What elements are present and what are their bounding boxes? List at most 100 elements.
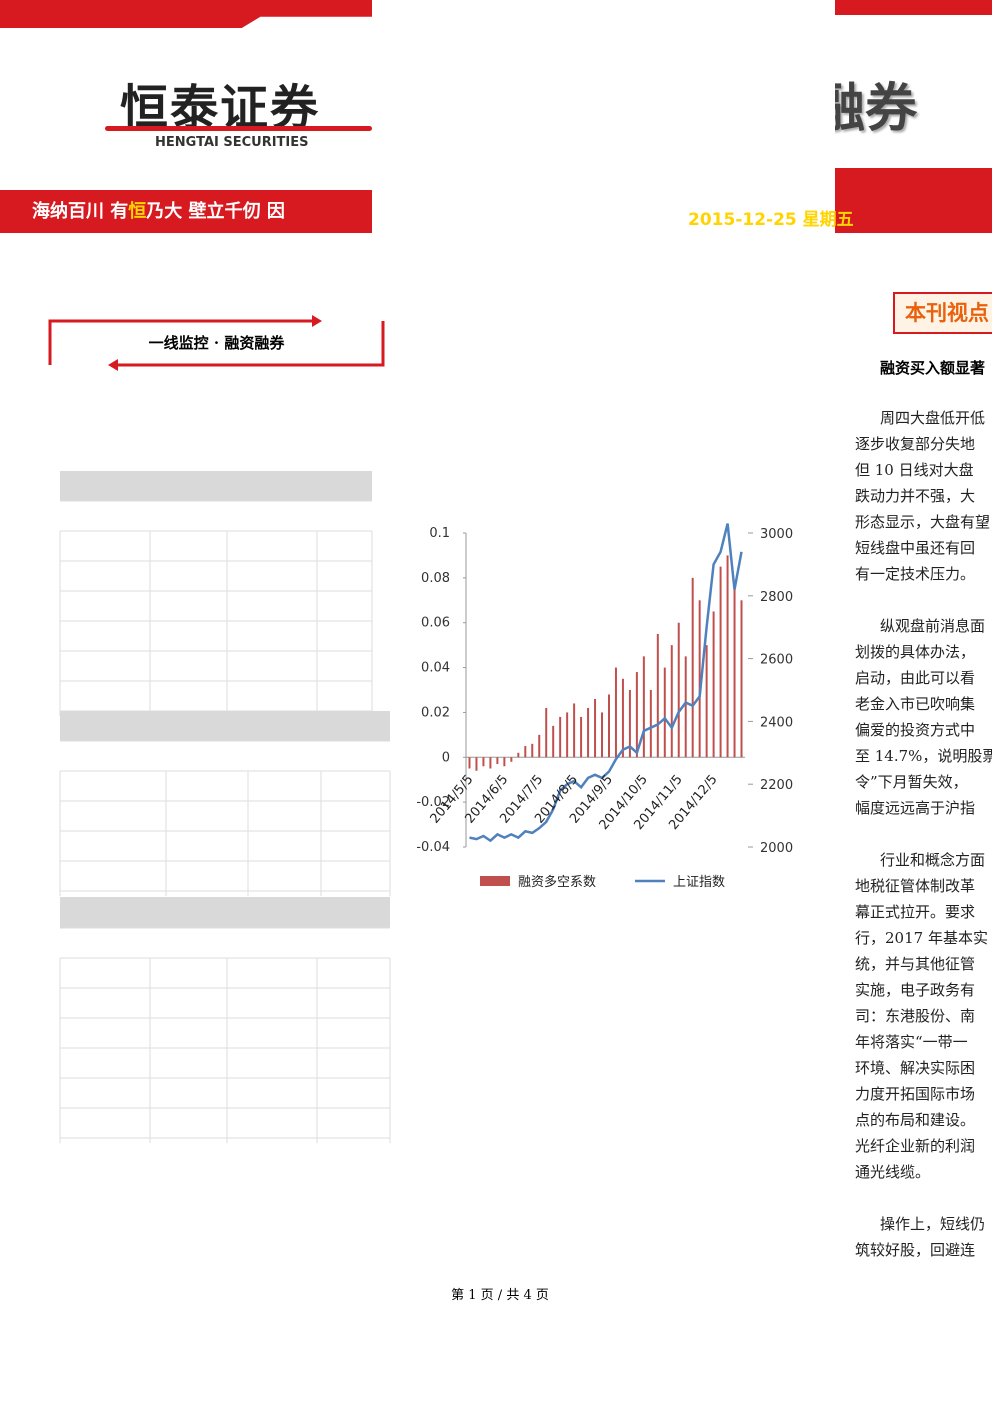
bar [607, 694, 610, 758]
paragraph: 周四大盘低开低逐步收复部分失地但 10 日线对大盘 跌动力并不强，大 形态显示，大盘… [855, 405, 992, 587]
bar [698, 600, 701, 758]
slogan: 乃大 壁立千仞 因 [146, 201, 285, 222]
bar [496, 757, 499, 765]
sidebar-title: 一线监控 · 融资融券 [148, 334, 285, 352]
text-line: 地税征管体制改革 [855, 877, 976, 895]
y2-tick-label: 2400 [760, 715, 793, 730]
bar [489, 757, 492, 769]
y2-tick-label: 2800 [760, 590, 793, 605]
paragraph: 操作上，短线仍 筑较好股，回避连 [855, 1211, 992, 1263]
legend-label: 融资多空系数 [518, 874, 596, 890]
bar [663, 667, 666, 758]
text-line: 操作上，短线仍 [880, 1215, 986, 1233]
bar [601, 712, 604, 758]
bar [635, 672, 638, 758]
bar [740, 600, 743, 758]
y-tick-label: 0.1 [429, 526, 450, 541]
y-tick-label: -0.04 [416, 840, 450, 855]
arrow [312, 315, 322, 327]
date: 2015-12-25 星期五 [688, 210, 854, 230]
text-line: 通光线缆。 [855, 1163, 931, 1181]
bar [552, 725, 555, 758]
text-line: 老金入市已吹响集 [855, 695, 976, 713]
bar [531, 743, 534, 758]
red-block [835, 168, 992, 233]
text-line: 短线盘中虽还有回 [855, 539, 976, 557]
frame-line [48, 319, 312, 365]
text-line: 行，2017 年基本实 [855, 929, 988, 947]
bar [580, 716, 583, 758]
bar [587, 707, 590, 758]
slogan: 海纳百川 有 [32, 201, 129, 222]
bar [677, 622, 680, 758]
slogan-banner: 海纳百川 有恒乃大 壁立千仞 因 [0, 190, 372, 233]
headline: 融资买入额显著 [880, 359, 986, 377]
text-line: 年将落实“一带一 [855, 1033, 968, 1051]
text-line: 划拨的具体办法， [855, 643, 976, 661]
text-line: 幕正式拉开。要求 [855, 903, 976, 921]
bar [726, 555, 729, 758]
bar [468, 757, 471, 769]
section-title: 本刊视点 [893, 292, 992, 334]
text-line: 令”下月暂失效， [855, 773, 968, 791]
text-line: 司：东港股份、南 [855, 1007, 976, 1025]
arrow [108, 359, 118, 371]
text-line: 纵观盘前消息面 [880, 617, 986, 635]
y-tick-label: 0.04 [421, 661, 450, 676]
bar [510, 757, 513, 762]
logo-swoosh [105, 126, 372, 131]
text-line: 幅度远远高于沪指 [855, 799, 976, 817]
tables [59, 471, 391, 1143]
bar [517, 752, 520, 758]
article-body: 周四大盘低开低逐步收复部分失地但 10 日线对大盘 跌动力并不强，大 形态显示，大盘… [855, 405, 992, 1289]
text-line: 逐步收复部分失地 [855, 435, 976, 453]
bar [524, 746, 527, 758]
paragraph: 纵观盘前消息面 划拨的具体办法， 启动，由此可以看 老金入市已吹响集 偏爱的投资方式中至… [855, 613, 992, 821]
text-line: 光纤企业新的利润 [855, 1137, 976, 1155]
text-line: 形态显示，大盘有望 [855, 513, 991, 531]
top-strip [0, 0, 372, 28]
bar [684, 656, 687, 758]
legend-swatch [480, 876, 510, 886]
text-line: 周四大盘低开低 [880, 409, 986, 427]
y2-tick-label: 2200 [760, 778, 793, 793]
y-tick-label: 0.02 [421, 705, 450, 720]
bar [670, 645, 673, 758]
chart: -0.04 -0.02 0 0.02 0.04 0.06 0.08 0.1 2000 2200 24… [416, 523, 793, 890]
legend-label: 上证指数 [673, 875, 725, 890]
text-line: 偏爱的投资方式中 [855, 721, 976, 739]
text-line: 但 10 日线对大盘 [855, 461, 974, 479]
text-line: 跌动力并不强，大 [855, 487, 976, 505]
bar [733, 589, 736, 758]
bar [559, 716, 562, 758]
logo-en: HENGTAI SECURITIES [155, 135, 309, 150]
text-line: 启动，由此可以看 [855, 669, 976, 687]
text-line: 实施，电子政务有 [855, 981, 976, 999]
section-tab: 本刊视点 [893, 292, 992, 334]
bar [545, 707, 548, 758]
text-line: 点的布局和建设。 [855, 1111, 976, 1129]
title-clip: 融券 [835, 60, 992, 140]
table-header [60, 471, 372, 501]
bar [538, 734, 541, 758]
bar [656, 633, 659, 758]
line [469, 523, 743, 843]
text-line: 统，并与其他征管 [855, 955, 976, 973]
text-line: 力度开拓国际市场 [855, 1085, 976, 1103]
bar [573, 703, 576, 758]
title-fragment: 融券 [835, 79, 918, 139]
y-tick-label: 0.08 [421, 571, 450, 586]
y-tick-label: -0.02 [416, 795, 450, 810]
table-header [60, 711, 390, 741]
bar [482, 757, 485, 767]
y2-tick-label: 2600 [760, 653, 793, 668]
bar [649, 690, 652, 758]
table-header [60, 897, 390, 928]
bar [614, 667, 617, 758]
bar [503, 757, 506, 767]
bar [621, 678, 624, 758]
y-tick-label: 0.06 [421, 616, 450, 631]
footer: 第 1 页 / 共 4 页 [451, 1288, 549, 1303]
slogan-highlight: 恒 [128, 201, 147, 222]
